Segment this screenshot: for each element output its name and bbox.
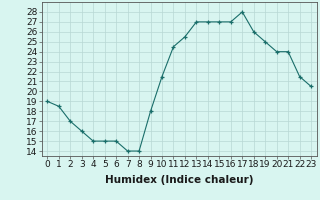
- X-axis label: Humidex (Indice chaleur): Humidex (Indice chaleur): [105, 175, 253, 185]
